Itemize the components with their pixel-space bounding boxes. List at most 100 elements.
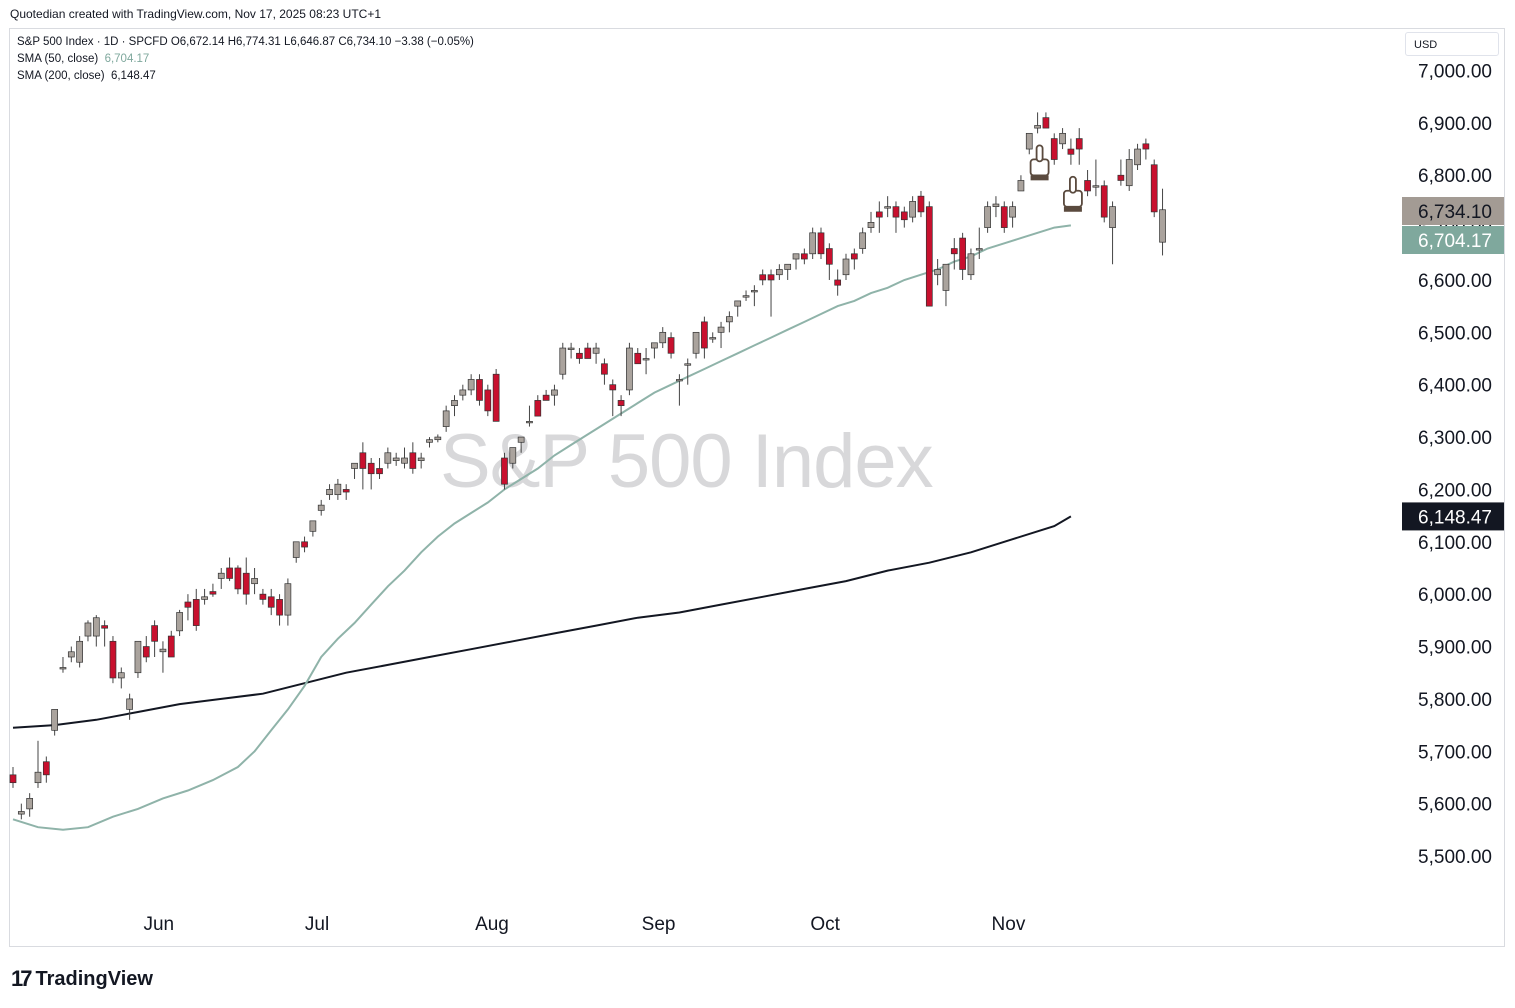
candle[interactable] <box>617 395 625 417</box>
candle[interactable] <box>292 541 300 563</box>
candle[interactable] <box>392 452 400 466</box>
candle[interactable] <box>900 206 908 228</box>
candle[interactable] <box>984 201 991 233</box>
candle[interactable] <box>667 332 675 359</box>
candle[interactable] <box>884 196 892 218</box>
candle[interactable] <box>334 478 342 500</box>
candle[interactable] <box>834 269 842 296</box>
candle[interactable] <box>434 434 442 443</box>
candle[interactable] <box>1000 201 1008 233</box>
candle[interactable] <box>1017 175 1025 192</box>
candle[interactable] <box>509 447 517 469</box>
candle[interactable] <box>84 620 92 642</box>
candle[interactable] <box>142 636 150 663</box>
candle[interactable] <box>1134 143 1141 170</box>
candle[interactable] <box>601 358 608 385</box>
tradingview-logo[interactable]: 17 TradingView <box>11 966 153 992</box>
candle[interactable] <box>1067 138 1075 165</box>
candle[interactable] <box>59 657 67 673</box>
candle[interactable] <box>1150 159 1158 218</box>
candle[interactable] <box>376 458 383 479</box>
candle[interactable] <box>584 342 592 359</box>
candle[interactable] <box>892 201 900 233</box>
candle[interactable] <box>634 348 642 365</box>
candle[interactable] <box>501 452 508 490</box>
candle[interactable] <box>417 452 425 469</box>
candle[interactable] <box>825 243 833 280</box>
candle[interactable] <box>409 442 417 474</box>
candle[interactable] <box>517 436 525 453</box>
candle[interactable] <box>442 405 450 432</box>
candle[interactable] <box>1034 112 1041 134</box>
candle[interactable] <box>17 803 25 820</box>
candle[interactable] <box>51 709 59 736</box>
candle[interactable] <box>342 484 350 500</box>
candle[interactable] <box>234 565 242 595</box>
candle[interactable] <box>1092 159 1100 197</box>
candle[interactable] <box>226 557 233 582</box>
candle[interactable] <box>101 620 108 647</box>
candle[interactable] <box>1009 201 1016 228</box>
candle[interactable] <box>159 641 167 673</box>
candle[interactable] <box>267 588 275 616</box>
candle[interactable] <box>92 615 100 647</box>
candle[interactable] <box>592 342 600 364</box>
candle[interactable] <box>1100 180 1108 223</box>
candle[interactable] <box>117 667 125 689</box>
candle[interactable] <box>726 311 733 333</box>
candle[interactable] <box>784 263 792 280</box>
candle[interactable] <box>276 594 283 626</box>
candle[interactable] <box>184 594 192 621</box>
candle[interactable] <box>842 253 850 280</box>
candle[interactable] <box>1050 133 1058 165</box>
candle[interactable] <box>359 442 367 490</box>
candle[interactable] <box>1075 128 1083 165</box>
candle[interactable] <box>642 348 650 375</box>
candle[interactable] <box>192 588 200 631</box>
candle[interactable] <box>476 374 483 406</box>
candle[interactable] <box>742 290 750 301</box>
candle[interactable] <box>1159 188 1166 256</box>
candle[interactable] <box>1059 128 1066 150</box>
candle[interactable] <box>817 227 825 260</box>
candle[interactable] <box>776 264 783 280</box>
candle[interactable] <box>917 190 925 218</box>
currency-selector[interactable]: USD <box>1405 32 1499 56</box>
candle[interactable] <box>1084 169 1091 197</box>
candle[interactable] <box>692 331 700 359</box>
candle[interactable] <box>9 766 17 788</box>
candle[interactable] <box>176 609 183 637</box>
candle[interactable] <box>384 447 392 469</box>
candle[interactable] <box>767 269 775 317</box>
candle[interactable] <box>967 248 975 280</box>
candle[interactable] <box>1025 132 1033 155</box>
sma50-legend[interactable]: SMA (50, close) 6,704.17 <box>17 52 149 66</box>
candle[interactable] <box>217 567 225 589</box>
candle[interactable] <box>992 196 1000 218</box>
candle[interactable] <box>867 211 875 233</box>
candle[interactable] <box>709 332 717 343</box>
candle[interactable] <box>751 285 758 307</box>
symbol-legend[interactable]: S&P 500 Index · 1D · SPCFD O6,672.14 H6,… <box>17 36 474 48</box>
candle[interactable] <box>909 196 916 223</box>
candle[interactable] <box>759 269 767 286</box>
candle[interactable] <box>109 636 117 684</box>
candle[interactable] <box>151 620 158 658</box>
candle[interactable] <box>684 358 692 385</box>
candle[interactable] <box>167 630 175 658</box>
candle[interactable] <box>792 253 800 270</box>
candle[interactable] <box>676 374 683 406</box>
candle[interactable] <box>492 368 500 422</box>
candle[interactable] <box>609 379 617 417</box>
candle[interactable] <box>800 248 808 265</box>
candle[interactable] <box>42 756 50 783</box>
candle[interactable] <box>367 458 375 490</box>
candle[interactable] <box>567 342 575 359</box>
candle[interactable] <box>1142 138 1150 160</box>
candle[interactable] <box>526 405 533 427</box>
candle[interactable] <box>284 578 292 626</box>
candle[interactable] <box>959 232 966 280</box>
candle[interactable] <box>1125 149 1133 191</box>
candle[interactable] <box>559 342 567 380</box>
